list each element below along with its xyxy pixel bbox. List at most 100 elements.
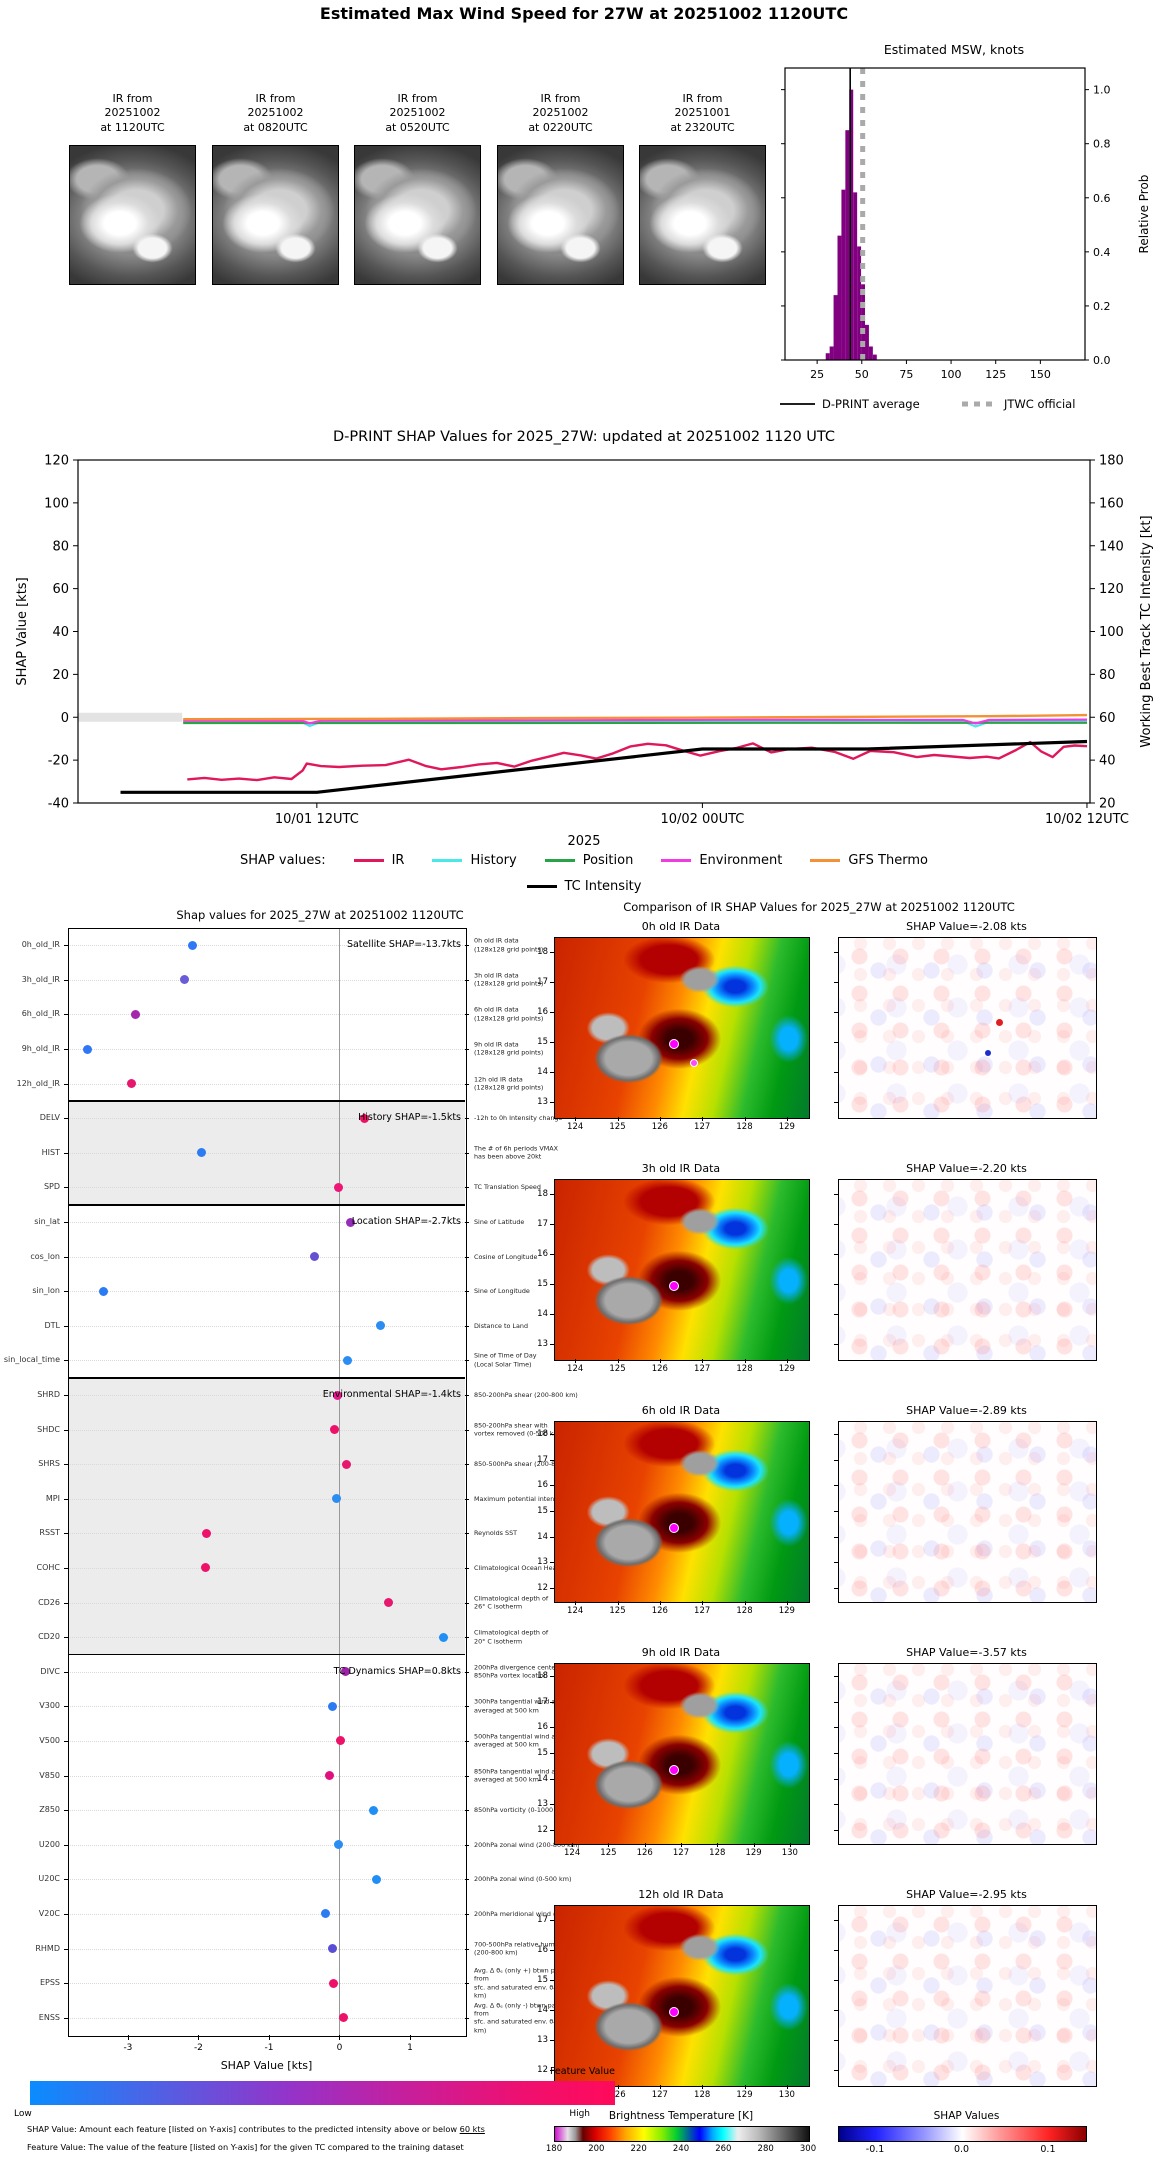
feature-label: RHMD [35,1943,60,1953]
left-tick [64,1775,68,1777]
right-tick [465,1049,469,1051]
shap-lat-tick [834,1920,838,1921]
comparison-title: Comparison of IR SHAP Values for 2025_27… [623,900,1015,914]
feature-label: 6h_old_IR [21,1009,60,1019]
shap-map-title: SHAP Value=-3.57 kts [906,1646,1027,1659]
right-tick [465,1256,469,1258]
zero-band [78,712,183,722]
x-tick [339,2035,341,2040]
feature-description: 6h old IR data (128x128 grid points) [474,1006,544,1023]
lat-tick-label: 18 [537,1189,548,1199]
legend-label: Position [582,853,634,868]
left-tick-label: 100 [44,496,69,511]
row-gridline [68,1083,465,1085]
shap-dot [330,1425,340,1435]
histogram-bar [841,189,846,360]
lat-tick-label: 15 [537,1506,548,1516]
row-gridline [68,1395,465,1397]
ir-thumbnail-caption-line: at 0820UTC [243,120,308,134]
bt-colorbar-label: Brightness Temperature [K] [608,2110,754,2122]
x-tick [409,2035,411,2040]
group-annotation: Satellite SHAP=-13.7kts [346,939,461,951]
shap-lat-tick [834,1950,838,1951]
bt-colorbar-ticks: 180 200 220 240 260 280 300 [546,2144,816,2156]
lat-tick [550,1980,554,1981]
lat-tick-label: 14 [537,2005,548,2015]
lat-tick-label: 14 [537,1309,548,1319]
feature-label: DTL [44,1320,60,1330]
ir-thumbnail-caption-line: 20251002 [532,106,589,120]
histogram-bar [853,192,858,360]
row-gridline [68,2017,465,2019]
lon-tick [753,1843,755,1847]
row-gridline [68,1360,465,1362]
ir-thumbnail-caption: IR from 20251002 at 1120UTC [69,92,196,135]
histogram-ylabel: Relative Prob [1137,175,1151,254]
ir-thumbnail-caption-line: IR from [255,92,296,105]
shap-dot [98,1286,108,1296]
row-gridline [68,945,465,947]
lon-tick [744,1601,746,1605]
shap-lat-tick [834,2010,838,2011]
left-tick [64,1187,68,1189]
lat-tick-label: 15 [537,1975,548,1985]
shap-map-title: SHAP Value=-2.20 kts [906,1162,1027,1175]
bt-tick-label: 200 [588,2144,605,2154]
lat-tick [550,1778,554,1780]
shap-map [838,1179,1097,1361]
right-tick [465,1706,469,1708]
group-separator [68,1653,465,1656]
histogram-title: Estimated MSW, knots [883,42,1025,57]
feature-label: DELV [39,1113,60,1123]
ir-thumbnail-caption-line: IR from [397,92,438,105]
legend-swatch [544,859,575,862]
storm-center-marker [669,1522,680,1533]
feature-value-footer: Feature Value Low High SHAP Value: Amoun… [0,2060,660,2158]
ir-thumbnail-caption: IR from 20251002 at 0220UTC [497,92,624,135]
lon-tick-label: 125 [609,1364,626,1374]
timeline-ylabel-left: SHAP Value [kts] [15,577,30,685]
ir-thumbnail: IR from 20251002 at 1120UTC [69,92,196,285]
lon-tick [786,1117,788,1121]
shap-lat-tick [834,1459,838,1461]
feature-label: sin_lon [32,1286,60,1296]
group-band-environment [68,1377,465,1655]
lat-tick-label: 18 [537,1670,548,1681]
shap-beeswarm-plot: 0h_old_IR 0h old IR data (128x128 grid po… [0,890,648,2080]
right-tick-label: 20 [1099,797,1116,812]
lat-tick-label: 13 [537,1097,548,1107]
row-gridline [68,1464,465,1466]
x-tick-label: 50 [855,368,869,381]
shap-lat-tick [834,1485,838,1487]
left-tick [64,1222,68,1224]
lat-tick [550,2070,554,2071]
legend-item-gfs-thermo: GFS Thermo [810,853,928,868]
feature-label: SPD [43,1182,60,1192]
lon-tick [786,1601,788,1605]
ir-thumbnail-caption-line: 20251002 [389,106,446,120]
right-tick [465,1567,469,1569]
legend-swatch [526,885,557,888]
shap-tick-label: -0.1 [865,2144,885,2155]
shap-lat-tick [834,1727,838,1729]
left-tick [64,2017,68,2019]
right-tick [465,1637,469,1639]
left-tick-label: 20 [52,668,69,683]
ir-thumbnail-caption-line: 20251001 [674,106,731,120]
feature-description: Maximum potential intensity [474,1494,566,1503]
group-annotation: TC Dynamics SHAP=0.8kts [333,1665,461,1677]
ir-map [554,937,810,1119]
feature-label: COHC [36,1562,60,1572]
feature-label: 3h_old_IR [21,974,60,984]
x-tick-label: 150 [1030,368,1051,381]
lon-tick [744,2085,746,2089]
lon-tick-label: 130 [778,2090,795,2100]
shap-dot [329,1978,339,1988]
x-tick-label: 25 [810,368,824,381]
x-tick-label: 100 [941,368,962,381]
shap-dot [343,1355,353,1365]
shap-lat-tick [834,1830,838,1832]
y-tick-label: 0.0 [1093,354,1111,367]
lat-tick [550,982,554,983]
feature-description: Climatological depth of 26° C isotherm [474,1594,549,1611]
